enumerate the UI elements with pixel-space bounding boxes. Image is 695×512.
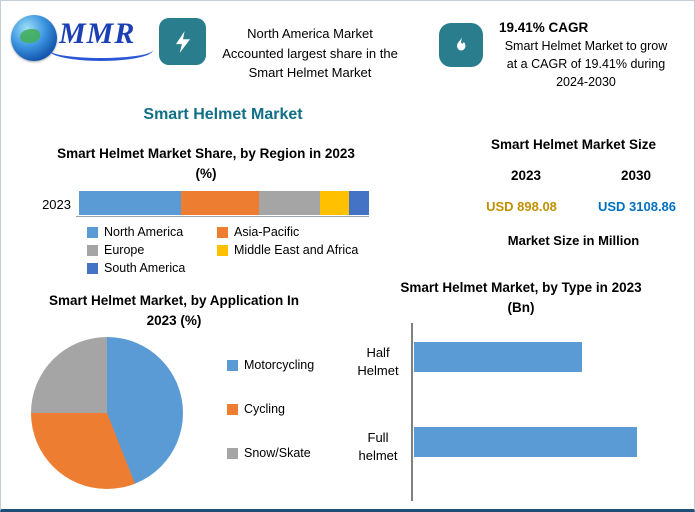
- cagr-text: Smart Helmet Market to grow at a CAGR of…: [483, 37, 689, 91]
- flame-icon: [439, 23, 483, 67]
- market-size-year-2023: 2023: [510, 168, 542, 183]
- region-bar-segment-north-america: [79, 191, 181, 215]
- type-y-axis: [411, 323, 413, 501]
- legend-label: Snow/Skate: [244, 446, 311, 460]
- application-chart-title: Smart Helmet Market, by Application In 2…: [48, 293, 300, 328]
- legend-item: Middle East and Africa: [217, 243, 395, 257]
- region-chart-title: Smart Helmet Market Share, by Region in …: [57, 146, 355, 181]
- legend-label: Cycling: [244, 402, 285, 416]
- legend-swatch: [87, 226, 98, 238]
- market-size-value-2030: USD 3108.86: [597, 199, 677, 214]
- legend-item: Europe: [87, 243, 217, 257]
- legend-label: South America: [104, 261, 186, 275]
- legend-swatch: [227, 359, 238, 371]
- region-stacked-bar: [79, 191, 369, 215]
- type-bar-plot: [414, 427, 664, 457]
- page-title: Smart Helmet Market: [143, 106, 303, 123]
- cagr-highlight: 19.41% CAGR Smart Helmet Market to grow …: [483, 20, 689, 91]
- type-bar-plot: [414, 342, 664, 372]
- cagr-line: Smart Helmet Market to grow: [504, 39, 668, 53]
- market-size-title: Smart Helmet Market Size: [490, 137, 657, 152]
- legend-item: Cycling: [227, 402, 285, 416]
- legend-swatch: [227, 403, 238, 415]
- type-chart-title: Smart Helmet Market, by Type in 2023 (Bn…: [400, 280, 642, 315]
- logo-swoosh: [49, 39, 153, 61]
- legend-label: Middle East and Africa: [234, 243, 359, 257]
- region-legend: North America Asia-Pacific Europe Middle…: [87, 225, 395, 275]
- legend-item: Asia-Pacific: [217, 225, 395, 239]
- market-size-year-2030: 2030: [620, 168, 652, 183]
- market-size-value-2023: USD 898.08: [486, 199, 557, 214]
- type-bar-half-helmet: [414, 342, 582, 372]
- region-bar-segment-south-america: [348, 191, 369, 215]
- region-x-axis: [76, 216, 369, 217]
- logo-text: MMR: [59, 17, 136, 50]
- type-bar-label-full-helmet: Full helmet: [358, 430, 398, 463]
- cagr-line: 2024-2030: [556, 75, 616, 90]
- region-bar-segment-asia-pacific: [180, 191, 259, 215]
- legend-swatch: [227, 447, 238, 459]
- legend-label: Asia-Pacific: [234, 225, 300, 239]
- legend-swatch: [87, 244, 98, 256]
- legend-swatch: [217, 244, 228, 256]
- legend-item: Snow/Skate: [227, 446, 311, 460]
- application-pie-chart: [31, 337, 183, 489]
- region-bar-segment-europe: [258, 191, 320, 215]
- region-bar-category-label: 2023: [42, 197, 71, 212]
- highlight-line: North America Market: [247, 26, 373, 41]
- cagr-heading: 19.41% CAGR: [499, 20, 589, 35]
- mmr-logo: MMR: [9, 9, 161, 71]
- highlight-line: Smart Helmet Market: [248, 65, 372, 80]
- cagr-line: at a CAGR of 19.41% during: [506, 57, 666, 72]
- market-size-note: Market Size in Million: [507, 233, 640, 248]
- legend-label: North America: [104, 225, 184, 239]
- lightning-icon: [159, 18, 206, 65]
- highlight-line: Accounted largest share in the: [222, 45, 398, 61]
- type-bar-full-helmet: [414, 427, 637, 457]
- type-bar-label-half-helmet: Half Helmet: [357, 345, 399, 378]
- highlight-north-america-text: North America Market Accounted largest s…: [209, 24, 411, 83]
- legend-item: Motorcycling: [227, 358, 314, 372]
- globe-icon: [11, 15, 57, 61]
- region-bar-segment-middle-east-africa: [319, 191, 349, 215]
- legend-item: North America: [87, 225, 217, 239]
- legend-label: Motorcycling: [244, 358, 315, 372]
- legend-swatch: [217, 226, 228, 238]
- legend-item: South America: [87, 261, 217, 275]
- legend-label: Europe: [104, 243, 145, 257]
- legend-swatch: [87, 262, 98, 274]
